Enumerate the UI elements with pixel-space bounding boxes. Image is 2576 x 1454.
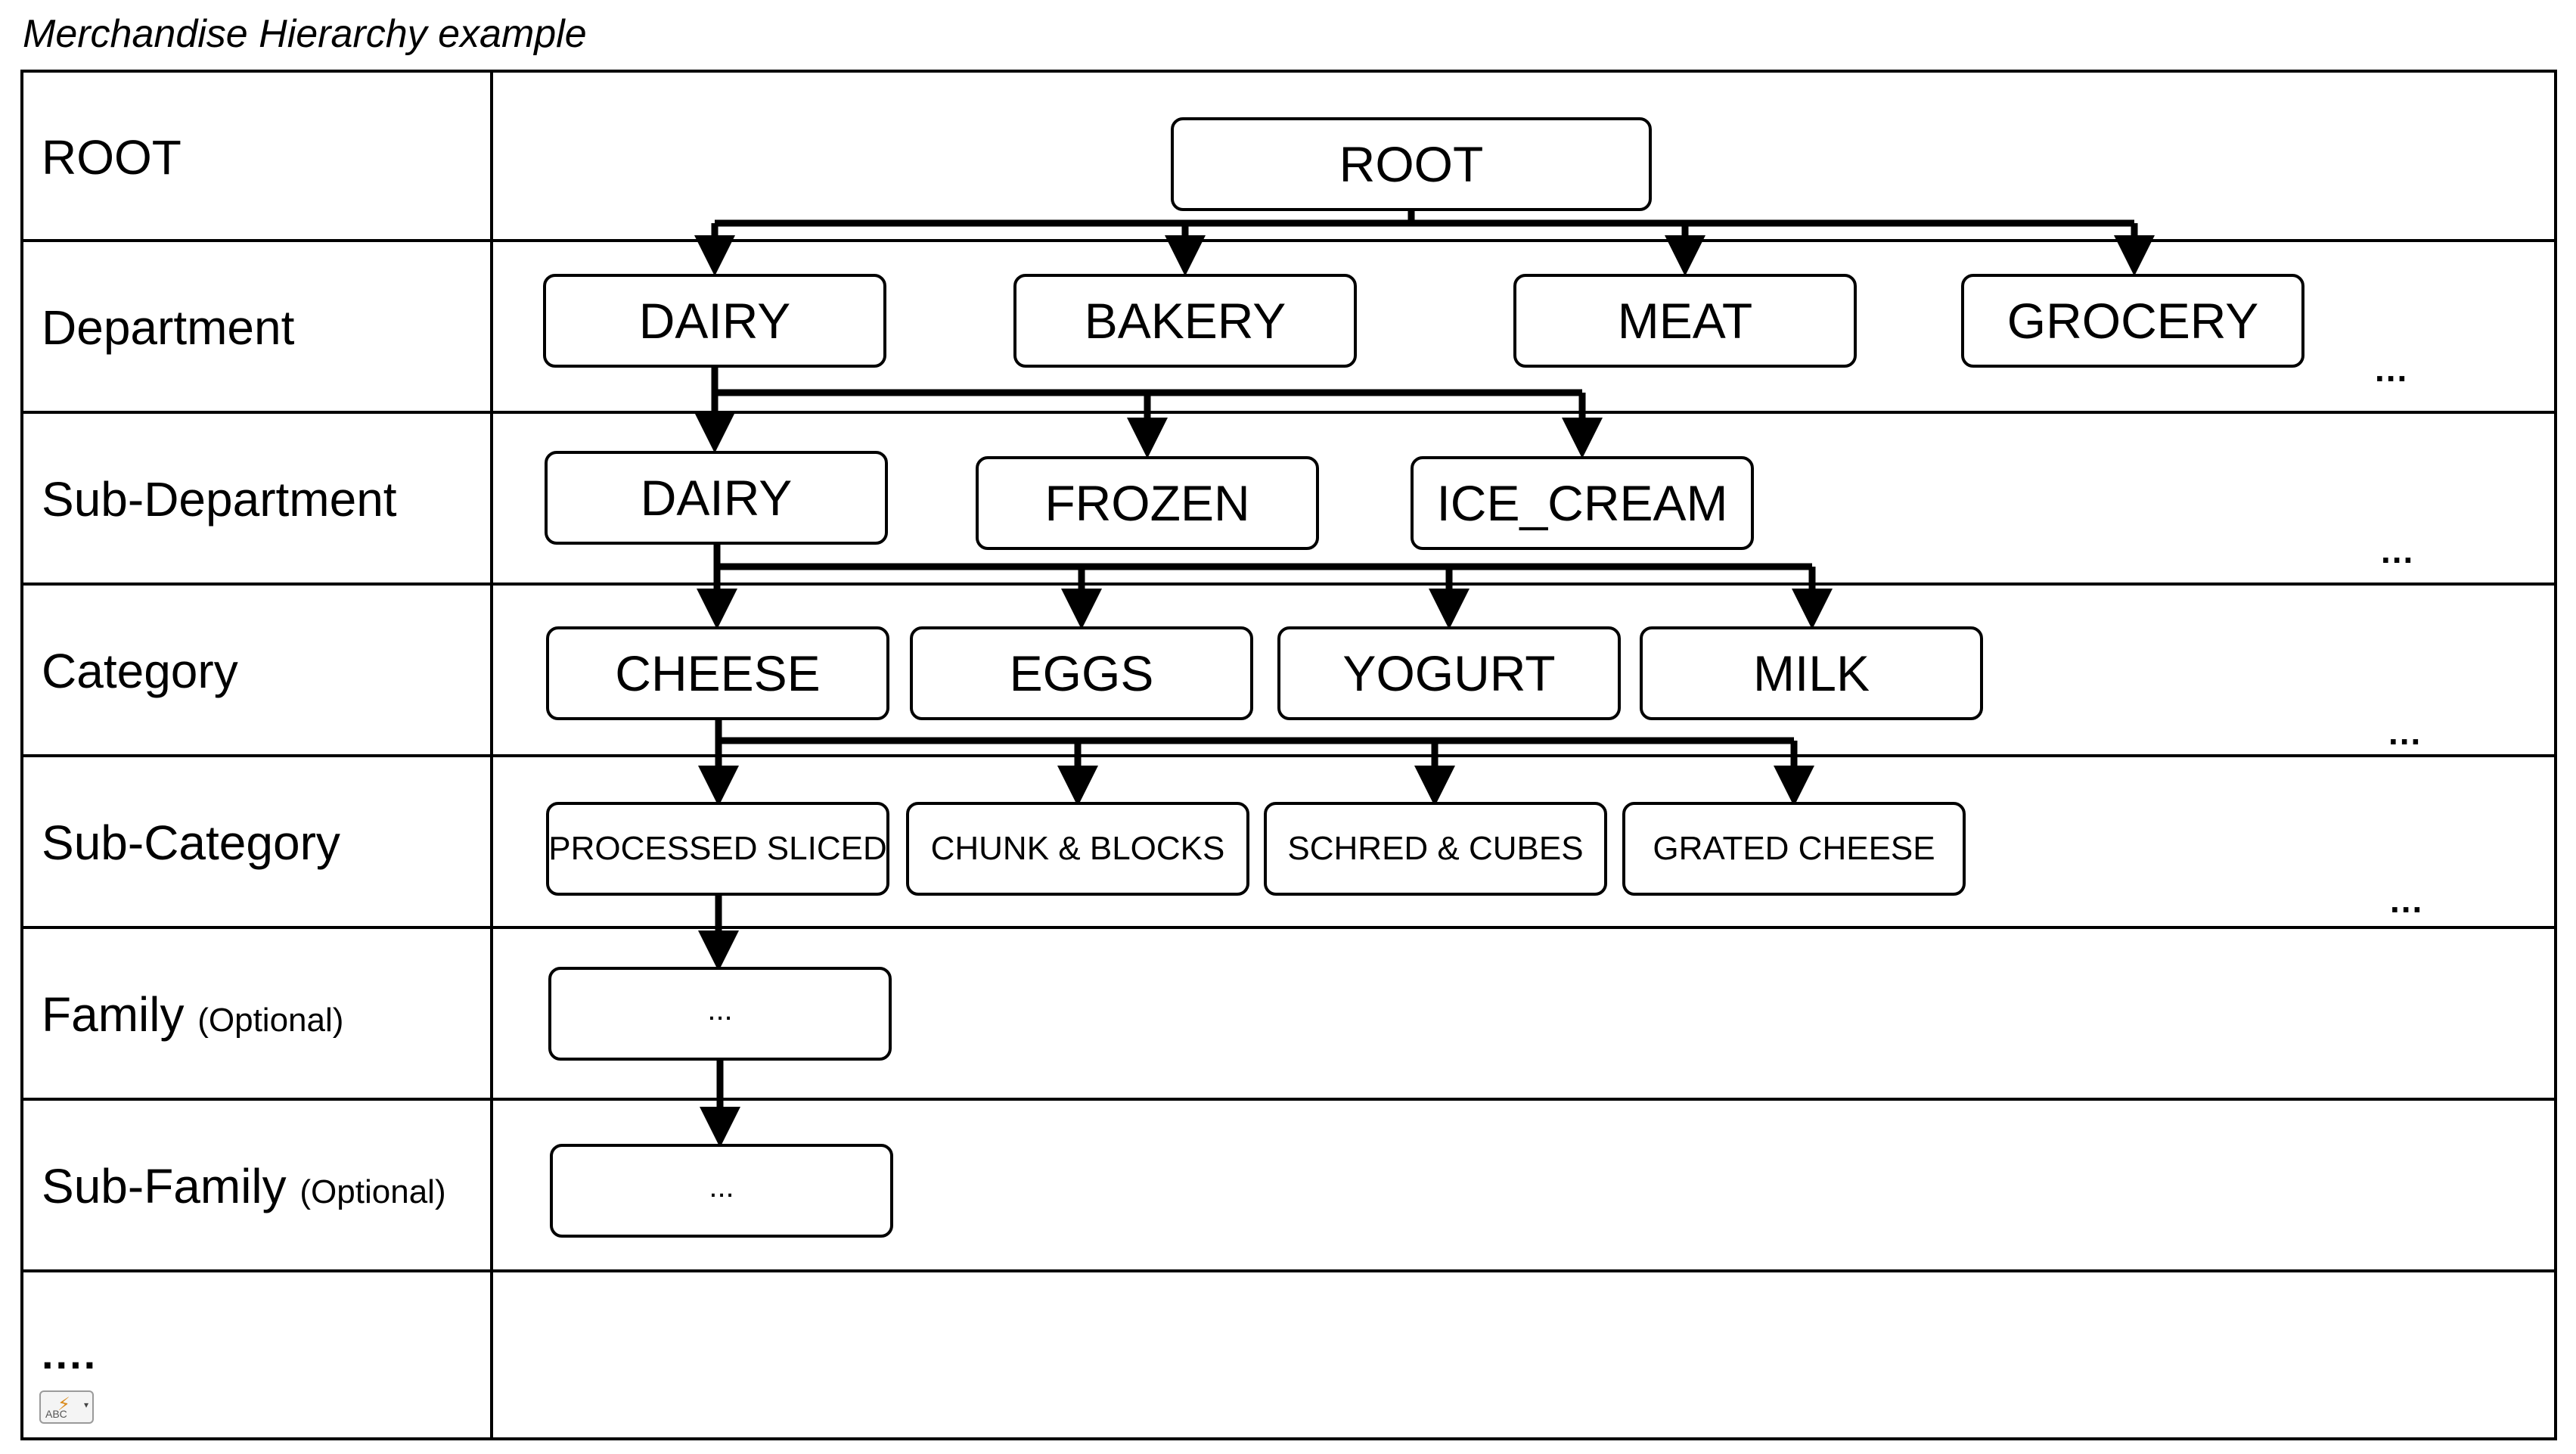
node-sub-category-schred-cubes: SCHRED & CUBES [1264, 802, 1607, 896]
node-sub-family: ... [550, 1144, 893, 1238]
row-divider [20, 239, 2557, 242]
node-sub-department-frozen: FROZEN [976, 456, 1319, 550]
node-category-yogurt: YOGURT [1277, 626, 1621, 720]
node-family: ... [548, 967, 892, 1061]
row-divider [20, 754, 2557, 757]
spell-check-icon[interactable]: ABC ⚡ ▾ [39, 1390, 94, 1424]
continuation-marker: ... [2375, 350, 2409, 389]
node-department-dairy: DAIRY [543, 274, 886, 368]
row-divider [20, 926, 2557, 929]
node-sub-category-grated-cheese: GRATED CHEESE [1622, 802, 1966, 896]
continuation-marker: ... [2381, 531, 2415, 570]
node-department-bakery: BAKERY [1013, 274, 1357, 368]
node-department-grocery: GROCERY [1961, 274, 2304, 368]
level-label-root: ROOT [42, 130, 182, 185]
node-root: ROOT [1171, 117, 1652, 211]
continuation-marker: ... [2388, 713, 2422, 752]
level-label-sub-department: Sub-Department [42, 472, 397, 527]
level-label-more: .... [42, 1330, 98, 1378]
node-sub-department-ice-cream: ICE_CREAM [1411, 456, 1754, 550]
continuation-marker: ... [2390, 881, 2424, 920]
level-label-category: Category [42, 644, 238, 698]
node-sub-department-dairy: DAIRY [545, 451, 888, 545]
row-divider [20, 411, 2557, 414]
node-category-milk: MILK [1640, 626, 1983, 720]
optional-note: (Optional) [299, 1173, 446, 1210]
level-label-family: Family (Optional) [42, 987, 344, 1042]
diagram-caption: Merchandise Hierarchy example [23, 12, 587, 56]
row-divider [20, 1098, 2557, 1101]
level-label-department: Department [42, 300, 295, 355]
level-label-sub-family: Sub-Family (Optional) [42, 1159, 446, 1213]
node-category-cheese: CHEESE [546, 626, 889, 720]
node-category-eggs: EGGS [910, 626, 1253, 720]
level-label-sub-category: Sub-Category [42, 816, 340, 870]
node-sub-category-chunk-blocks: CHUNK & BLOCKS [906, 802, 1249, 896]
row-divider [20, 583, 2557, 586]
node-sub-category-processed-sliced: PROCESSED SLICED [546, 802, 889, 896]
optional-note: (Optional) [197, 1002, 344, 1039]
row-divider [20, 1269, 2557, 1272]
node-department-meat: MEAT [1513, 274, 1857, 368]
